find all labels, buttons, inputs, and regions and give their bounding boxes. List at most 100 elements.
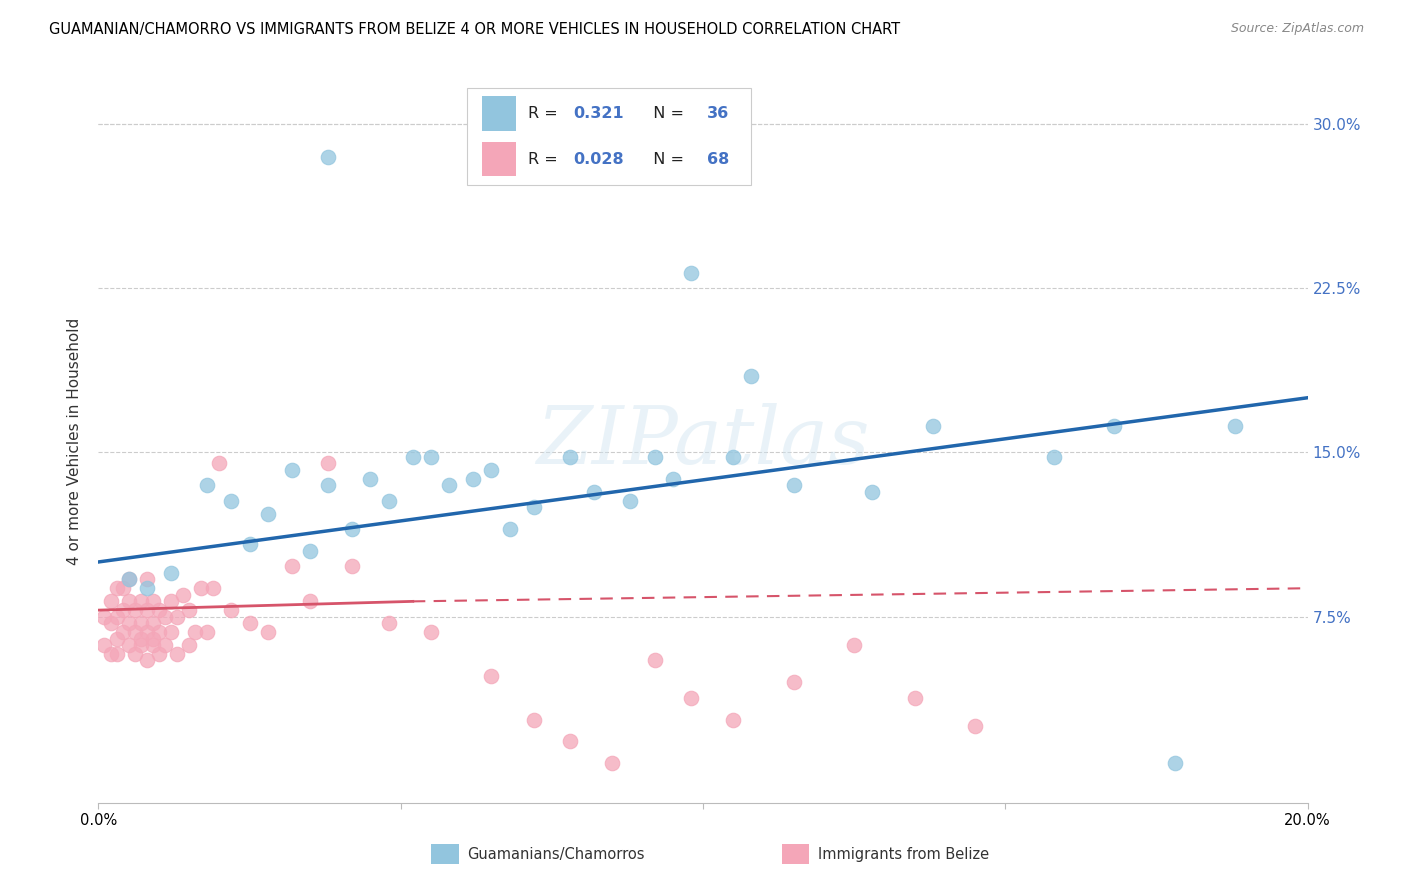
Point: [1163, 756, 1185, 771]
Point: [129, 632, 152, 646]
Point: [921, 419, 943, 434]
Point: [142, 616, 165, 631]
Point: [166, 647, 188, 661]
Point: [208, 457, 231, 471]
Point: [135, 625, 157, 640]
Point: [190, 581, 212, 595]
Point: [179, 638, 201, 652]
Point: [195, 478, 218, 492]
Point: [93, 609, 115, 624]
Point: [256, 625, 278, 640]
Point: [118, 573, 141, 587]
Point: [135, 603, 157, 617]
Point: [160, 625, 183, 640]
Point: [463, 472, 485, 486]
Point: [602, 756, 624, 771]
Point: [723, 713, 745, 727]
FancyBboxPatch shape: [482, 142, 516, 177]
FancyBboxPatch shape: [467, 87, 751, 185]
Point: [142, 638, 165, 652]
Point: [377, 616, 399, 631]
Point: [644, 653, 666, 667]
Point: [316, 150, 339, 164]
Point: [281, 559, 304, 574]
Point: [105, 581, 128, 595]
Point: [360, 472, 382, 486]
Point: [160, 566, 183, 580]
Point: [481, 463, 503, 477]
Point: [148, 625, 170, 640]
Point: [342, 522, 364, 536]
Point: [661, 472, 683, 486]
Point: [124, 647, 146, 661]
Point: [342, 559, 364, 574]
Point: [221, 493, 243, 508]
Point: [118, 573, 141, 587]
Point: [129, 616, 152, 631]
Point: [644, 450, 666, 464]
FancyBboxPatch shape: [432, 844, 458, 864]
Point: [172, 588, 194, 602]
Point: [239, 537, 262, 551]
Point: [437, 478, 460, 492]
Point: [195, 625, 218, 640]
Point: [1102, 419, 1125, 434]
Point: [844, 638, 866, 652]
Text: 68: 68: [707, 152, 728, 167]
Point: [619, 493, 641, 508]
Point: [148, 603, 170, 617]
Text: GUAMANIAN/CHAMORRO VS IMMIGRANTS FROM BELIZE 4 OR MORE VEHICLES IN HOUSEHOLD COR: GUAMANIAN/CHAMORRO VS IMMIGRANTS FROM BE…: [49, 22, 900, 37]
Text: ZIPatlas: ZIPatlas: [536, 403, 870, 480]
Point: [377, 493, 399, 508]
Text: Guamanians/Chamorros: Guamanians/Chamorros: [467, 847, 645, 863]
Point: [256, 507, 278, 521]
Point: [679, 266, 702, 280]
Point: [783, 478, 806, 492]
Point: [1042, 450, 1064, 464]
Point: [111, 603, 134, 617]
Point: [153, 638, 176, 652]
Point: [583, 484, 606, 499]
Point: [100, 647, 122, 661]
Point: [124, 625, 146, 640]
Point: [100, 594, 122, 608]
Point: [160, 594, 183, 608]
Point: [202, 581, 225, 595]
Y-axis label: 4 or more Vehicles in Household: 4 or more Vehicles in Household: [67, 318, 83, 566]
Point: [558, 734, 581, 748]
Point: [135, 653, 157, 667]
Text: R =: R =: [527, 152, 562, 167]
Point: [179, 603, 201, 617]
Point: [124, 603, 146, 617]
Text: 0.321: 0.321: [574, 106, 624, 121]
Point: [679, 690, 702, 705]
Text: N =: N =: [643, 106, 689, 121]
Point: [184, 625, 207, 640]
Text: Immigrants from Belize: Immigrants from Belize: [818, 847, 988, 863]
Point: [723, 450, 745, 464]
Point: [142, 632, 165, 646]
Point: [783, 675, 806, 690]
Point: [221, 603, 243, 617]
Text: Source: ZipAtlas.com: Source: ZipAtlas.com: [1230, 22, 1364, 36]
Point: [118, 638, 141, 652]
Point: [148, 647, 170, 661]
Point: [481, 669, 503, 683]
Point: [740, 368, 762, 383]
FancyBboxPatch shape: [782, 844, 810, 864]
Point: [316, 478, 339, 492]
Point: [420, 450, 443, 464]
Point: [402, 450, 425, 464]
Point: [420, 625, 443, 640]
Point: [135, 581, 157, 595]
Point: [111, 581, 134, 595]
Point: [105, 647, 128, 661]
Point: [105, 632, 128, 646]
Point: [316, 457, 339, 471]
Text: 36: 36: [707, 106, 728, 121]
Point: [281, 463, 304, 477]
Point: [105, 609, 128, 624]
Point: [118, 616, 141, 631]
Point: [523, 713, 546, 727]
Point: [142, 594, 165, 608]
